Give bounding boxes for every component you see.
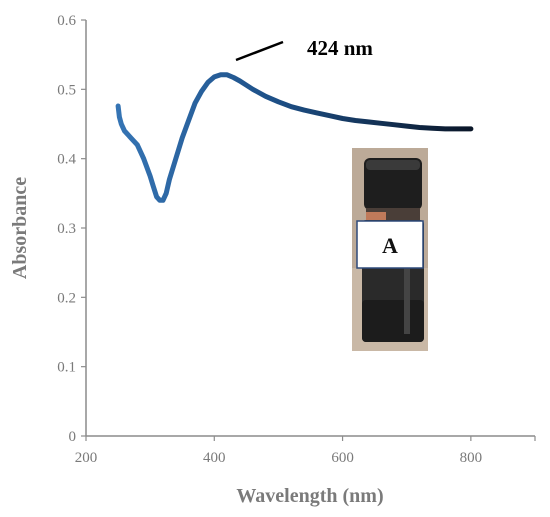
peak-annotation-label: 424 nm xyxy=(307,36,373,60)
y-tick-label: 0.2 xyxy=(57,290,76,306)
vial-body-shade xyxy=(362,300,424,342)
y-tick-label: 0.4 xyxy=(57,152,76,168)
y-tick-label: 0.6 xyxy=(57,13,76,29)
vial-photo-inset: A xyxy=(352,148,428,351)
inset-label-box xyxy=(356,220,424,269)
vial-cap xyxy=(364,158,422,210)
peak-annotation-pointer xyxy=(235,40,284,62)
y-axis-title: Absorbance xyxy=(9,177,31,279)
x-tick-label: 400 xyxy=(203,450,226,466)
vial-body-gloss xyxy=(404,224,410,334)
x-tick-group: 200 400 600 800 xyxy=(75,436,536,466)
y-tick-label: 0.1 xyxy=(57,360,76,376)
inset-label-text: A xyxy=(382,233,398,258)
y-tick-label: 0 xyxy=(69,429,77,445)
vial-cap-highlight xyxy=(366,160,420,170)
absorbance-series-line xyxy=(115,72,474,203)
y-tick-label: 0.3 xyxy=(57,221,76,237)
x-tick-label: 600 xyxy=(331,450,354,466)
x-tick-label: 800 xyxy=(460,450,483,466)
vial-neck-reflection xyxy=(366,212,386,220)
x-axis-title: Wavelength (nm) xyxy=(236,485,383,507)
y-tick-label: 0.5 xyxy=(57,82,76,98)
y-tick-group: 0 0.1 0.2 0.3 0.4 0.5 0.6 xyxy=(57,13,86,445)
x-tick-label: 200 xyxy=(75,450,98,466)
